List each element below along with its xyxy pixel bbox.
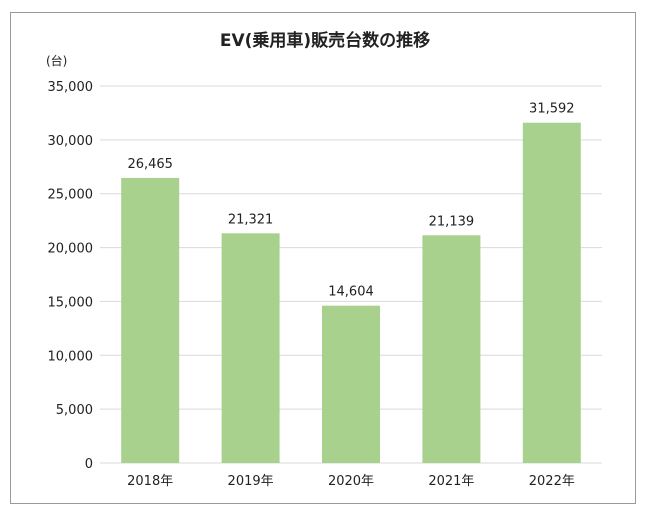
data-label: 21,321 — [228, 212, 274, 227]
y-unit-label: (台) — [46, 54, 68, 68]
data-label: 31,592 — [529, 102, 575, 117]
y-tick-label: 25,000 — [48, 188, 94, 203]
y-tick-label: 0 — [85, 457, 93, 472]
y-tick-label: 30,000 — [48, 134, 94, 149]
data-label: 26,465 — [127, 157, 173, 172]
x-tick-label: 2019年 — [228, 474, 274, 489]
data-label: 21,139 — [429, 214, 475, 229]
y-tick-label: 35,000 — [48, 80, 94, 95]
x-tick-label: 2018年 — [127, 474, 173, 489]
bar — [422, 235, 481, 463]
data-label: 14,604 — [328, 285, 374, 300]
bar — [121, 177, 180, 463]
bar — [322, 305, 380, 463]
y-tick-label: 20,000 — [48, 242, 94, 257]
x-tick-label: 2021年 — [428, 474, 474, 489]
x-tick-label: 2022年 — [529, 474, 575, 489]
y-tick-label: 5,000 — [56, 403, 93, 418]
chart-title: EV(乗用車)販売台数の推移 — [219, 31, 431, 51]
y-tick-label: 15,000 — [48, 295, 94, 310]
bar — [522, 122, 581, 463]
x-tick-label: 2020年 — [328, 474, 374, 489]
y-tick-label: 10,000 — [48, 349, 94, 364]
bar — [221, 233, 280, 463]
